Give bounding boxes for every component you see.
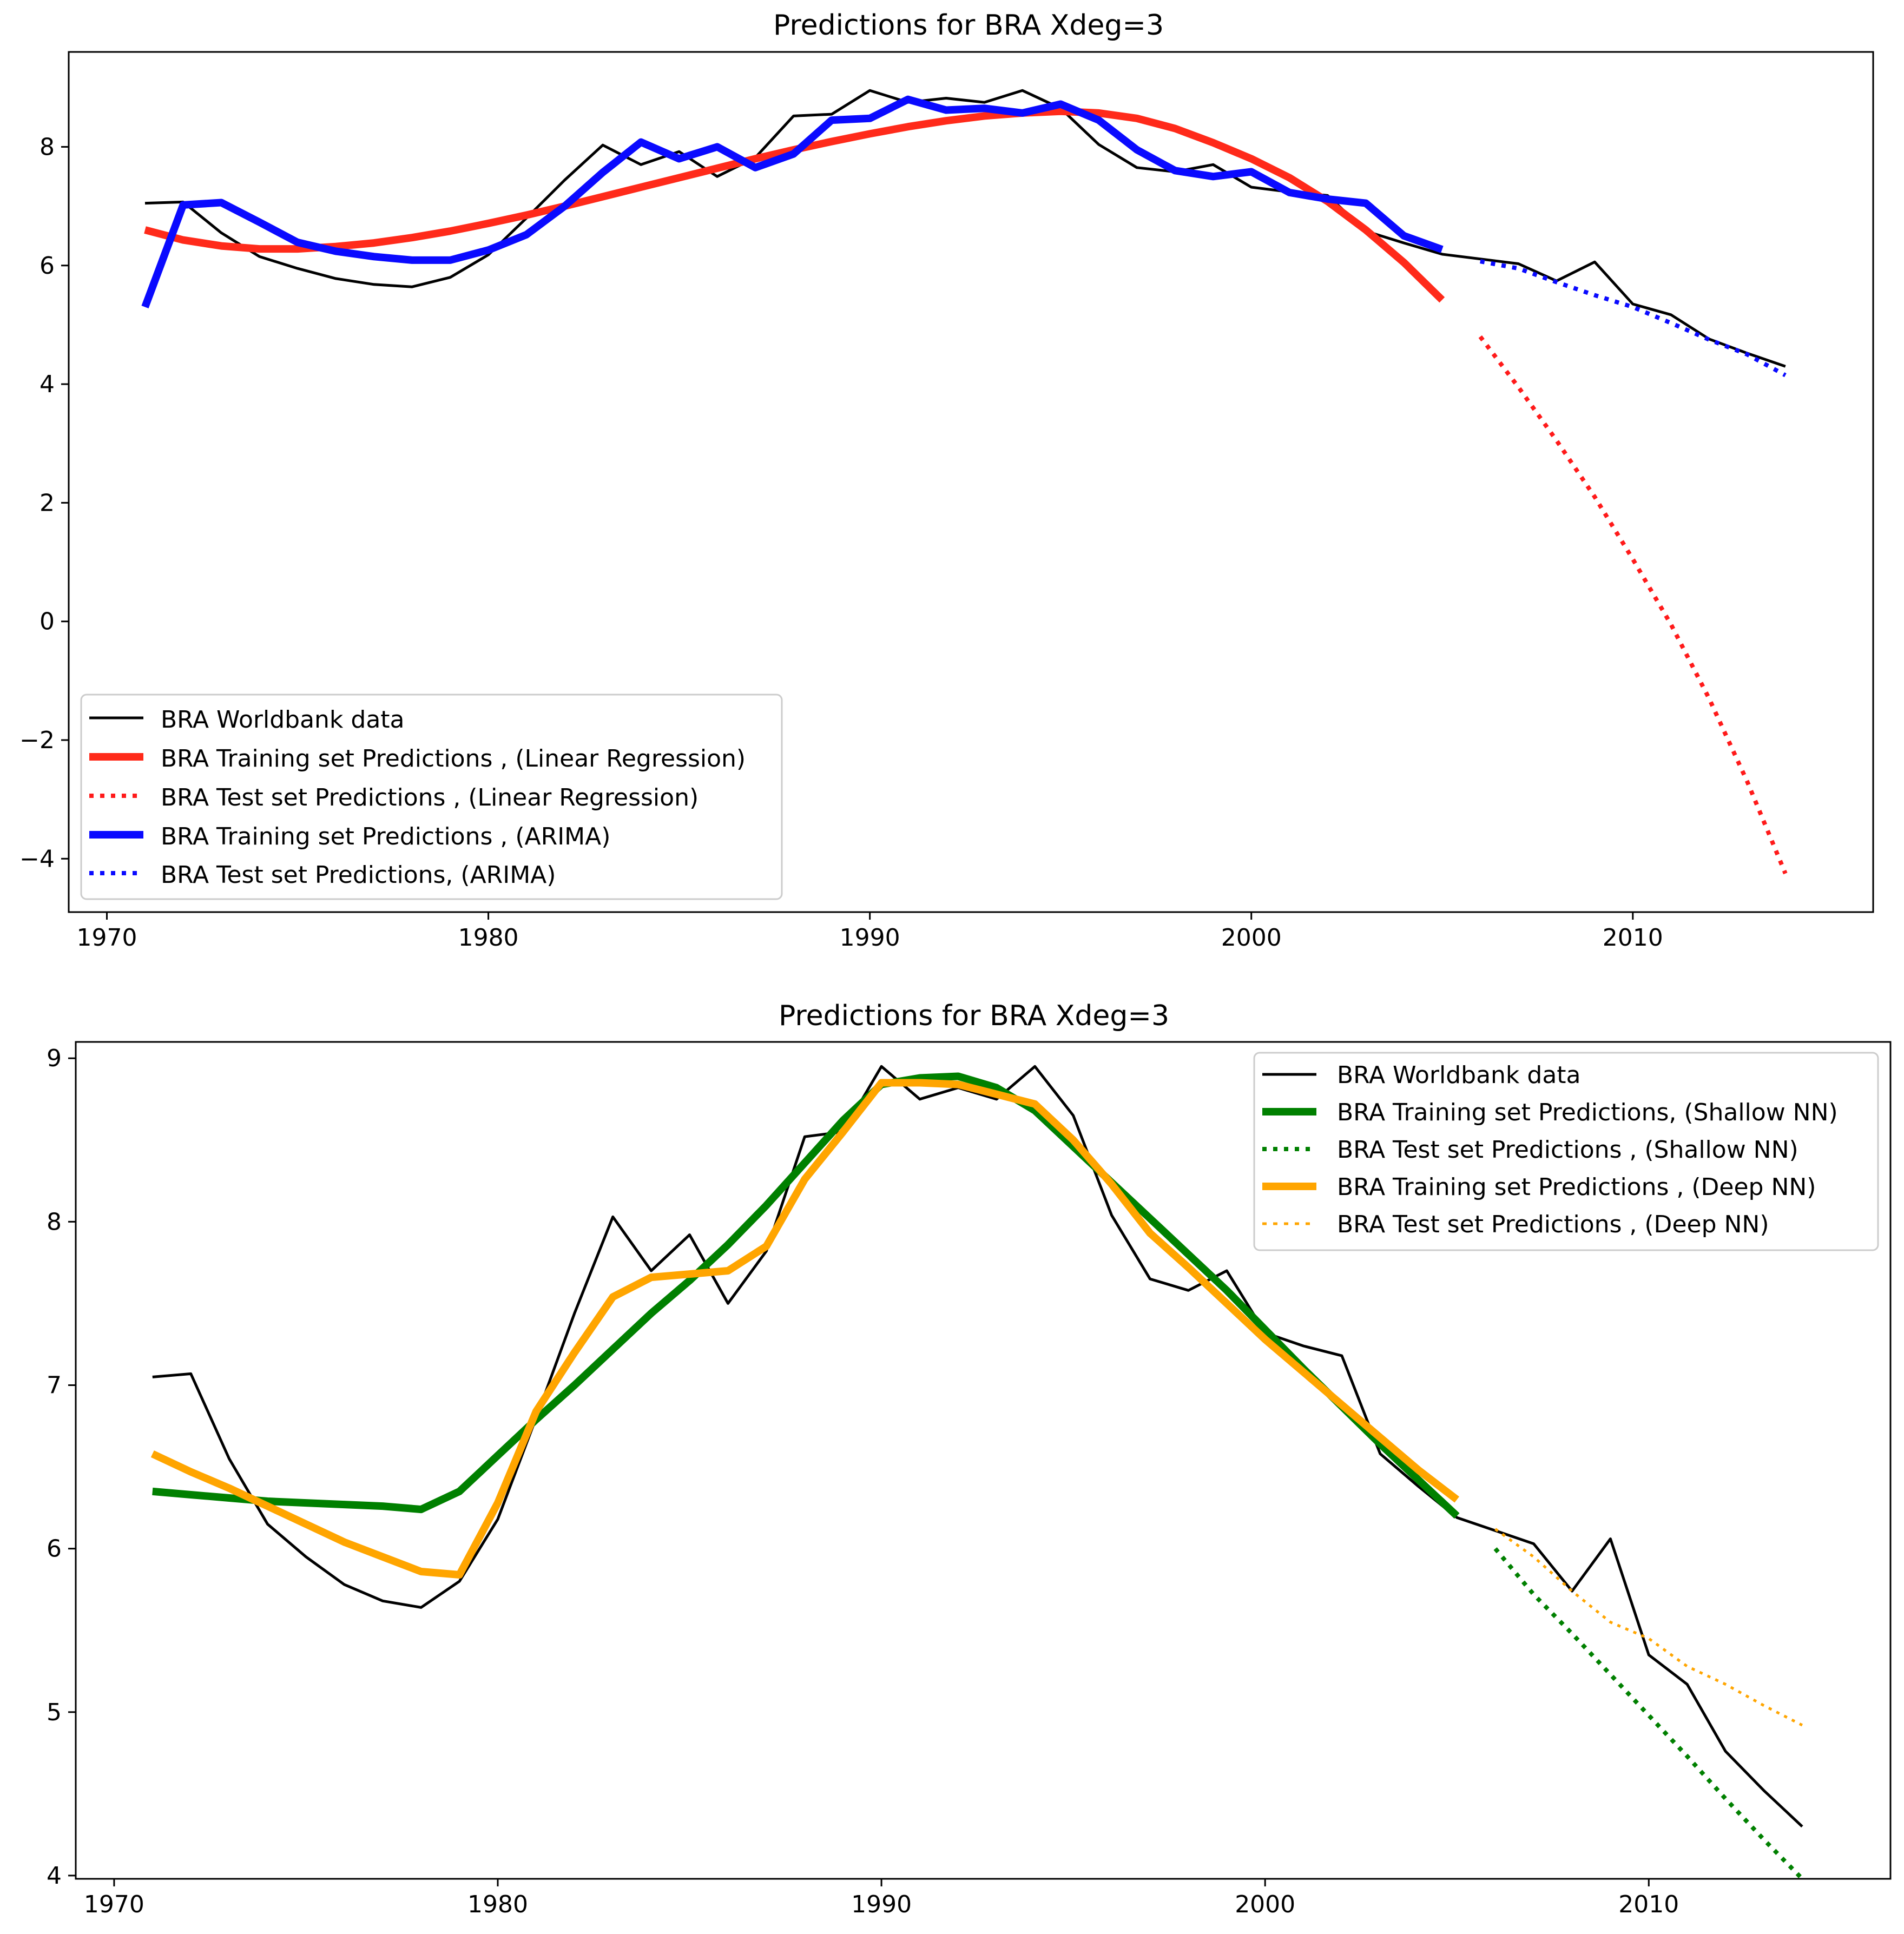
top-y-tick-label: 6 — [39, 252, 55, 280]
bottom-y-tick-label: 8 — [47, 1208, 62, 1236]
bottom-series-group — [150, 1065, 1804, 1880]
bottom-axes: 1970 1980 1990 2000 2010 4 5 6 7 8 9 — [47, 1045, 1679, 1918]
bottom-series-0 — [152, 1065, 1803, 1828]
top-x-tick-label: 1990 — [840, 924, 900, 952]
bottom-series-2 — [1493, 1547, 1804, 1880]
top-legend-label-worldbank: BRA Worldbank data — [161, 706, 405, 734]
bottom-y-tick-label: 9 — [47, 1045, 62, 1072]
bottom-legend-box — [1253, 1052, 1879, 1251]
top-x-tick-label: 1970 — [77, 924, 137, 952]
bottom-legend: BRA Worldbank data BRA Training set Pred… — [1253, 1052, 1879, 1251]
top-y-tick-label: 4 — [39, 371, 55, 398]
top-legend-label-lr-test: BRA Test set Predictions , (Linear Regre… — [161, 784, 699, 811]
top-x-tick-label: 2000 — [1221, 924, 1282, 952]
top-legend-box — [80, 694, 783, 900]
top-series-group — [141, 89, 1788, 875]
bottom-plot-frame — [75, 1041, 1892, 1880]
bottom-x-tick-label: 1990 — [851, 1891, 912, 1918]
top-y-tick-label: −2 — [19, 727, 55, 754]
bottom-y-tick-label: 5 — [47, 1699, 62, 1726]
top-legend-label-lr-train: BRA Training set Predictions , (Linear R… — [161, 745, 746, 773]
bottom-series-1 — [152, 1072, 1460, 1519]
top-series-3 — [141, 95, 1444, 308]
top-series-0 — [144, 89, 1786, 368]
top-y-tick-label: 8 — [39, 133, 55, 161]
bottom-x-tick-label: 1970 — [84, 1891, 144, 1918]
bottom-chart: Predictions for BRA Xdeg=3 1970 1980 1990 2… — [47, 1000, 1892, 1918]
top-x-tick-label: 1980 — [458, 924, 519, 952]
top-axes: 1970 1980 1990 2000 2010 −4 −2 0 2 4 6 8 — [19, 133, 1663, 952]
bottom-chart-title: Predictions for BRA Xdeg=3 — [779, 1000, 1169, 1032]
top-legend: BRA Worldbank data BRA Training set Pred… — [80, 694, 783, 900]
bottom-legend-label-shallow-test: BRA Test set Predictions , (Shallow NN) — [1337, 1136, 1798, 1164]
bottom-y-tick-label: 7 — [47, 1372, 62, 1400]
top-series-2 — [1478, 335, 1788, 875]
top-y-tick-label: 2 — [39, 489, 55, 517]
bottom-legend-label-deep-train: BRA Training set Predictions , (Deep NN) — [1337, 1173, 1816, 1201]
top-x-tick-label: 2010 — [1603, 924, 1663, 952]
bottom-x-tick-label: 1980 — [467, 1891, 528, 1918]
bottom-legend-label-worldbank: BRA Worldbank data — [1337, 1061, 1581, 1089]
top-legend-label-arima-test: BRA Test set Predictions, (ARIMA) — [161, 861, 556, 889]
bottom-series-3 — [150, 1079, 1459, 1579]
bottom-x-tick-label: 2000 — [1235, 1891, 1295, 1918]
bottom-y-tick-label: 6 — [47, 1535, 62, 1563]
bottom-x-tick-label: 2010 — [1618, 1891, 1679, 1918]
bottom-legend-label-deep-test: BRA Test set Predictions , (Deep NN) — [1337, 1211, 1769, 1238]
top-chart-title: Predictions for BRA Xdeg=3 — [773, 9, 1164, 42]
top-chart: Predictions for BRA Xdeg=3 1970 1980 1990 2… — [19, 9, 1874, 952]
top-plot-frame — [68, 51, 1874, 913]
top-legend-label-arima-train: BRA Training set Predictions , (ARIMA) — [161, 823, 610, 850]
bottom-y-tick-label: 4 — [47, 1862, 62, 1890]
bottom-legend-label-shallow-train: BRA Training set Predictions, (Shallow N… — [1337, 1099, 1838, 1126]
top-y-tick-label: 0 — [39, 608, 55, 636]
top-y-tick-label: −4 — [19, 845, 55, 873]
